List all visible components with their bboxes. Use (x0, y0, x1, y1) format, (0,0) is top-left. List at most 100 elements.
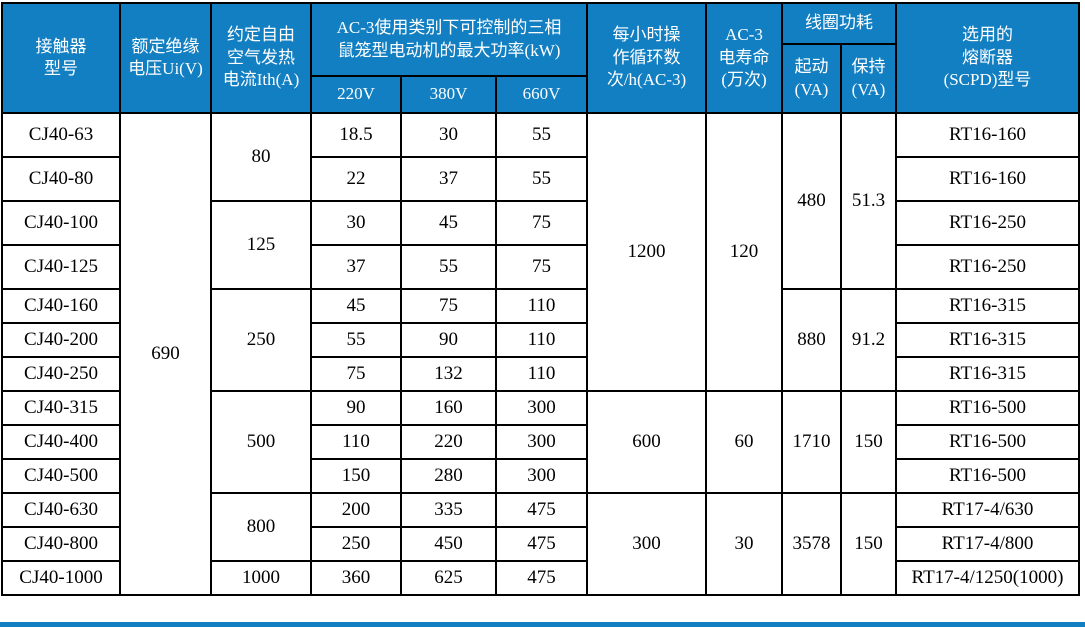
cell-fuse: RT17-4/630 (895, 492, 1080, 528)
header-ac3-max-power: AC-3使用类别下可控制的三相 鼠笼型电动机的最大功率(kW) (310, 2, 588, 77)
cell-coil-start: 3578 (781, 492, 842, 596)
cell-coil-hold: 150 (840, 390, 897, 494)
cell-power-660: 75 (495, 244, 588, 290)
cell-electrical-life: 30 (705, 492, 783, 596)
cell-power-660: 475 (495, 526, 588, 562)
cell-operating-cycles: 600 (586, 390, 707, 494)
cell-power-660: 110 (495, 322, 588, 358)
table-row: CJ40-200 55 90 110 RT16-315 (1, 322, 1080, 358)
table-row: CJ40-80 22 37 55 RT16-160 (1, 156, 1080, 202)
cell-electrical-life: 60 (705, 390, 783, 494)
cell-power-220: 22 (310, 156, 402, 202)
cell-power-660: 300 (495, 458, 588, 494)
cell-model: CJ40-500 (1, 458, 121, 494)
cell-model: CJ40-63 (1, 112, 121, 158)
table-row: CJ40-63 690 80 18.5 30 55 1200 120 480 5… (1, 112, 1080, 596)
cell-power-660: 55 (495, 112, 588, 158)
cell-fuse: RT16-160 (895, 156, 1080, 202)
cell-power-380: 160 (400, 390, 497, 426)
table-row: CJ40-315 500 90 160 300 600 60 1710 150 … (1, 390, 1080, 494)
cell-power-380: 132 (400, 356, 497, 392)
cell-power-660: 110 (495, 356, 588, 392)
cell-power-380: 625 (400, 560, 497, 596)
header-row-3: 220V 380V 660V (2, 75, 1079, 114)
cell-coil-start: 1710 (781, 390, 842, 494)
cell-thermal-current: 800 (210, 492, 312, 562)
cell-power-220: 110 (310, 424, 402, 460)
cell-thermal-current: 80 (210, 112, 312, 202)
cell-power-660: 475 (495, 492, 588, 528)
table-row: CJ40-160 250 45 75 110 880 91.2 RT16-315 (1, 288, 1080, 392)
cell-power-220: 75 (310, 356, 402, 392)
cell-model: CJ40-1000 (1, 560, 121, 596)
header-coil-start: 起动 (VA) (781, 43, 842, 114)
cell-power-220: 250 (310, 526, 402, 562)
cell-power-220: 90 (310, 390, 402, 426)
cell-fuse: RT16-500 (895, 390, 1080, 426)
cell-power-220: 30 (310, 200, 402, 246)
cell-power-380: 37 (400, 156, 497, 202)
cell-fuse: RT16-500 (895, 458, 1080, 494)
cell-power-380: 45 (400, 200, 497, 246)
table-row: CJ40-400 110 220 300 RT16-500 (1, 424, 1080, 460)
cell-power-380: 450 (400, 526, 497, 562)
header-model: 接触器 型号 (1, 2, 121, 114)
cell-power-660: 75 (495, 200, 588, 246)
header-thermal-current: 约定自由 空气发热 电流Ith(A) (210, 2, 312, 114)
table-body: CJ40-63 690 80 18.5 30 55 1200 120 480 5… (1, 112, 1080, 596)
table-header: 接触器 型号 额定绝缘 电压Ui(V) 约定自由 空气发热 电流Ith(A) A… (1, 2, 1080, 114)
header-coil-hold: 保持 (VA) (840, 43, 897, 114)
cell-thermal-current: 125 (210, 200, 312, 290)
header-row-1: 接触器 型号 额定绝缘 电压Ui(V) 约定自由 空气发热 电流Ith(A) A… (1, 2, 1080, 114)
table-row: CJ40-800 250 450 475 RT17-4/800 (1, 526, 1080, 562)
cell-fuse: RT16-500 (895, 424, 1080, 460)
header-operating-cycles: 每小时操 作循环数 次/h(AC-3) (586, 2, 707, 114)
cell-power-660: 110 (495, 288, 588, 324)
cell-coil-hold: 51.3 (840, 112, 897, 290)
cell-power-380: 90 (400, 322, 497, 358)
cell-thermal-current: 500 (210, 390, 312, 494)
cell-model: CJ40-400 (1, 424, 121, 460)
header-row-2: 起动 (VA) 保持 (VA) (2, 43, 1079, 114)
cell-fuse: RT16-315 (895, 322, 1080, 358)
cell-thermal-current: 1000 (210, 560, 312, 596)
table-row: CJ40-500 150 280 300 RT16-500 (1, 458, 1080, 494)
cell-power-220: 37 (310, 244, 402, 290)
cell-power-220: 360 (310, 560, 402, 596)
header-electrical-life: AC-3 电寿命 (万次) (705, 2, 783, 114)
cell-power-380: 30 (400, 112, 497, 158)
cell-power-380: 220 (400, 424, 497, 460)
cell-model: CJ40-630 (1, 492, 121, 528)
cell-operating-cycles: 1200 (586, 112, 707, 392)
table-row: CJ40-1000 1000 360 625 475 RT17-4/1250(1… (1, 560, 1080, 596)
cell-operating-cycles: 300 (586, 492, 707, 596)
cell-coil-hold: 91.2 (840, 288, 897, 392)
cell-power-380: 55 (400, 244, 497, 290)
cell-power-660: 300 (495, 390, 588, 426)
cell-power-660: 475 (495, 560, 588, 596)
cell-fuse: RT16-250 (895, 244, 1080, 290)
header-220v: 220V (310, 75, 402, 114)
table-row: CJ40-125 37 55 75 RT16-250 (1, 244, 1080, 290)
cell-power-220: 45 (310, 288, 402, 324)
cell-fuse: RT16-250 (895, 200, 1080, 246)
spec-table: 接触器 型号 额定绝缘 电压Ui(V) 约定自由 空气发热 电流Ith(A) A… (1, 2, 1080, 596)
header-insulation-voltage: 额定绝缘 电压Ui(V) (119, 2, 212, 114)
cell-fuse: RT16-315 (895, 356, 1080, 392)
header-fuse-type: 选用的 熔断器 (SCPD)型号 (895, 2, 1080, 114)
table-row: CJ40-630 800 200 335 475 300 30 3578 150… (1, 492, 1080, 596)
cell-coil-start: 880 (781, 288, 842, 392)
cell-electrical-life: 120 (705, 112, 783, 392)
cell-model: CJ40-80 (1, 156, 121, 202)
cell-power-220: 55 (310, 322, 402, 358)
cell-model: CJ40-125 (1, 244, 121, 290)
cell-power-220: 18.5 (310, 112, 402, 158)
cell-model: CJ40-315 (1, 390, 121, 426)
cell-insulation-voltage: 690 (119, 112, 212, 596)
bottom-accent-bar (0, 622, 1085, 627)
cell-fuse: RT17-4/1250(1000) (895, 560, 1080, 596)
cell-fuse: RT17-4/800 (895, 526, 1080, 562)
cell-coil-start: 480 (781, 112, 842, 290)
cell-model: CJ40-200 (1, 322, 121, 358)
